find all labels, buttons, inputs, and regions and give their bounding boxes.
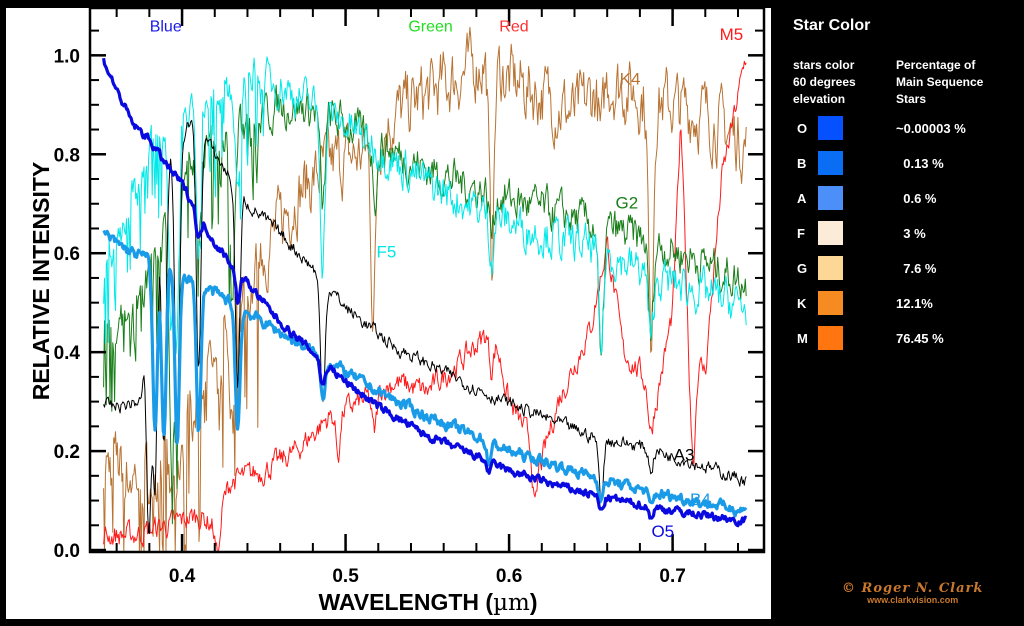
legend-swatch [818,291,843,315]
y-axis-title: RELATIVE INTENSITY [28,162,54,401]
legend-percent: 7.6 % [896,261,937,276]
legend-letter: M [797,331,808,346]
y-tick-label: 0.4 [54,343,81,364]
series-line-a3 [103,119,747,534]
x-axis-title-prefix: WAVELENGTH ( [318,589,493,615]
legend-row-g: G 7.6 % [790,256,1024,282]
legend-percent: 0.13 % [896,156,944,171]
series-label-o5: O5 [651,522,674,541]
series-line-f5 [103,56,747,355]
star-color-legend: Star Color stars color 60 degrees elevat… [790,0,1024,626]
series-layer [102,26,748,553]
credit-url: www.clarkvision.com [867,595,959,605]
series-line-b4 [102,229,748,518]
legend-row-f: F 3 % [790,221,1024,247]
y-tick-label: 0.0 [54,541,80,562]
legend-swatch [818,326,843,350]
series-line-k4 [103,26,747,553]
band-label-blue: Blue [150,19,182,36]
copyright-credit: © Roger N. Clark www.clarkvision.com [842,581,983,605]
top-bar [6,0,771,8]
legend-letter: A [797,191,807,206]
x-axis-title: WAVELENGTH (µm) [318,589,537,616]
legend-title: Star Color [793,17,871,34]
series-line-o5 [102,57,748,528]
x-axis-title-suffix: ) [530,589,538,615]
series-label-b4: B4 [690,490,711,509]
series-label-m5: M5 [720,25,744,44]
credit-name: © Roger N. Clark [842,581,984,596]
x-tick-label: 0.4 [169,566,196,587]
legend-percent: 3 % [896,226,926,241]
legend-swatch [818,186,843,210]
legend-row-b: B 0.13 % [790,151,1024,177]
legend-swatch [818,116,843,140]
legend-row-m: M 76.45 % [790,326,1024,352]
labels-layer: 0.4 0.5 0.6 0.7 0.0 0.2 0.4 0.6 0.8 1.0 Blue Green R… [54,19,744,587]
series-label-f5: F5 [377,243,397,262]
y-tick-label: 0.6 [54,244,80,265]
legend-percent: ~0.00003 % [896,121,966,136]
legend-letter: B [797,156,807,171]
x-tick-label: 0.7 [659,566,685,587]
y-tick-label: 0.2 [54,442,80,463]
legend-swatch [818,221,843,245]
legend-letter: O [797,121,808,136]
band-label-green: Green [408,19,452,36]
x-tick-label: 0.6 [496,566,522,587]
legend-row-k: K 12.1% [790,291,1024,317]
legend-swatch [818,151,843,175]
legend-percent: 0.6 % [896,191,937,206]
y-tick-label: 0.8 [54,145,80,166]
legend-col1-header: stars color 60 degrees elevation [793,58,856,106]
legend-letter: K [797,296,807,311]
legend-percent: 12.1% [896,296,933,311]
legend-percent: 76.45 % [896,331,944,346]
series-label-k4: K4 [620,70,641,89]
legend-letter: F [797,226,805,241]
x-tick-label: 0.5 [332,566,359,587]
legend-row-o: O ~0.00003 % [790,116,1024,142]
x-axis-title-unit: µm [493,590,530,616]
series-line-m5 [103,60,747,553]
legend-letter: G [797,261,808,276]
legend-swatch [818,256,843,280]
y-tick-label: 1.0 [54,46,80,67]
band-label-red: Red [499,19,528,36]
legend-col2-header: Percentage of Main Sequence Stars [896,58,984,106]
ticks-layer [90,8,764,552]
legend-row-a: A 0.6 % [790,186,1024,212]
series-label-g2: G2 [615,193,638,212]
series-label-a3: A3 [674,446,695,465]
